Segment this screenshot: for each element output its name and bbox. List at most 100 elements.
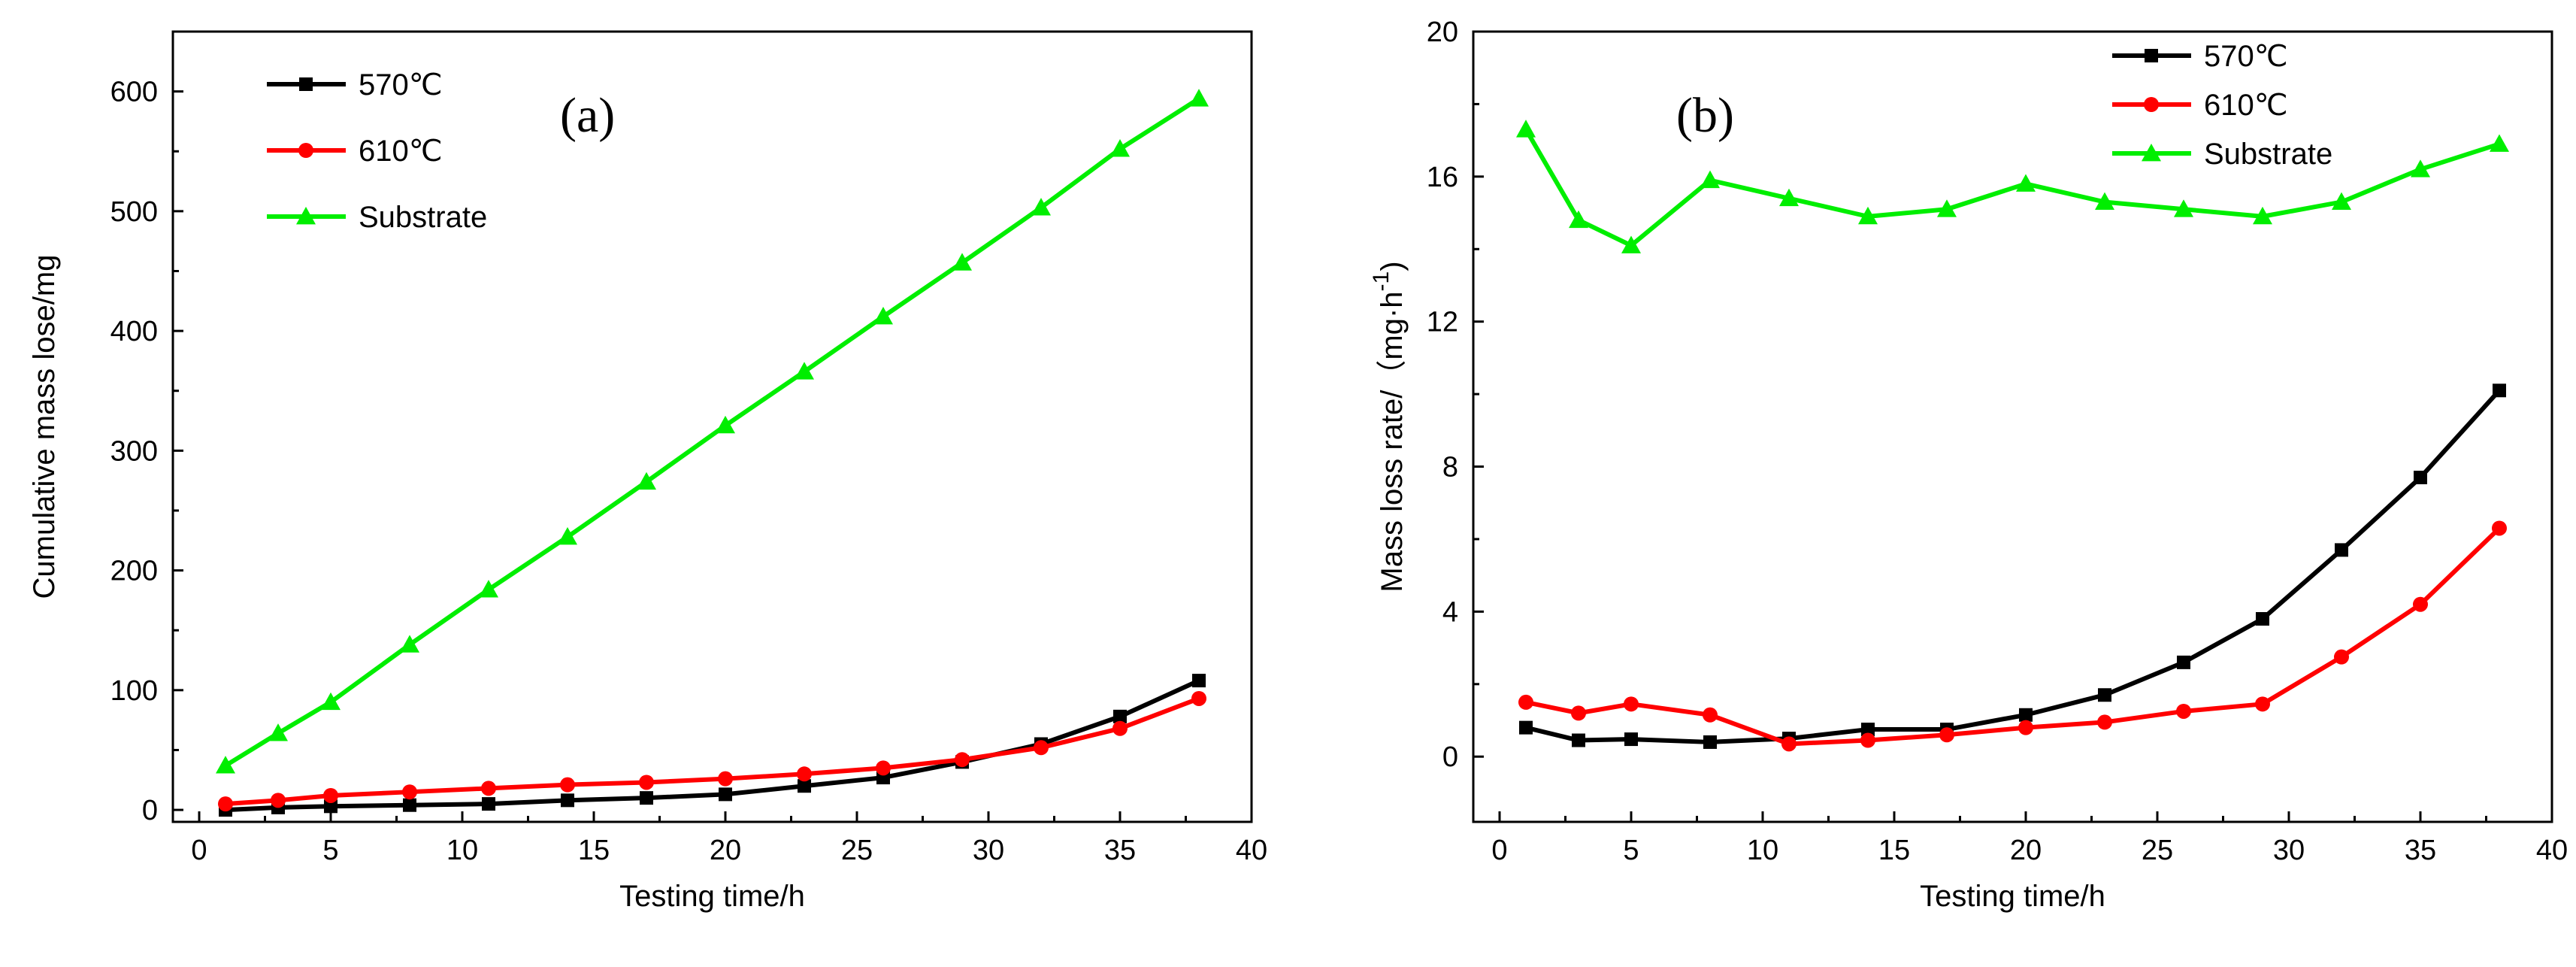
chart-panel-b: 0 5 10 15 20 25 30 35 40 0 4 8 12 16 20 Testing time/h M… <box>1369 17 2568 913</box>
data-point <box>2413 596 2428 612</box>
data-point <box>639 775 654 790</box>
x-tick-label: 35 <box>1104 835 1136 866</box>
data-point <box>403 798 416 812</box>
legend-label: 610℃ <box>2204 89 2288 122</box>
data-point <box>2411 159 2430 177</box>
x-tick-label: 0 <box>1491 835 1507 866</box>
chart-panel-a: 0 5 10 15 20 25 30 35 400100200300400500600Testi… <box>28 30 1267 913</box>
data-point <box>876 760 891 776</box>
x-tick-label: 40 <box>2536 835 2568 866</box>
data-point <box>2256 612 2269 626</box>
data-point <box>402 784 417 800</box>
data-point <box>2098 688 2111 702</box>
data-point <box>1113 709 1127 723</box>
y-tick-label: 0 <box>142 795 158 826</box>
data-point <box>558 527 577 545</box>
x-tick-label: 5 <box>322 835 338 866</box>
data-point <box>2177 655 2190 669</box>
data-point <box>1781 736 1797 752</box>
data-point <box>1937 199 1957 217</box>
data-point <box>482 797 495 811</box>
data-point <box>1192 674 1206 688</box>
data-point <box>795 362 814 380</box>
legend-entry: Substrate <box>2112 138 2332 171</box>
data-point <box>1189 89 1209 107</box>
data-point <box>2335 543 2348 557</box>
legend-marker <box>299 77 313 91</box>
legend-entry: 570℃ <box>2112 40 2288 73</box>
data-point <box>560 777 575 793</box>
y-axis-title-main: Mass loss rate/（mg·h <box>1376 291 1409 592</box>
y-tick-label: 200 <box>110 556 158 587</box>
series-triangle <box>1516 120 2509 253</box>
legend-marker <box>2142 144 2161 162</box>
data-point <box>271 793 286 808</box>
data-point <box>1624 696 1639 712</box>
y-axis-title-superscript: -1 <box>1369 271 1394 292</box>
legend-marker <box>2144 97 2159 112</box>
data-point <box>1624 732 1638 747</box>
data-point <box>1703 707 1718 723</box>
data-point <box>1861 723 1875 737</box>
data-point <box>718 771 733 787</box>
data-point <box>1572 733 1585 747</box>
y-tick-label: 20 <box>1427 17 1458 48</box>
data-point <box>1569 210 1588 229</box>
legend-marker <box>298 143 313 158</box>
data-point <box>400 635 419 653</box>
x-tick-label: 15 <box>1878 835 1910 866</box>
data-point <box>637 471 656 490</box>
data-point <box>2018 720 2033 735</box>
data-point <box>324 799 338 814</box>
legend-label: 570℃ <box>2204 40 2288 73</box>
data-point <box>479 580 498 598</box>
legend-marker <box>2145 49 2158 62</box>
data-point <box>1516 120 1536 138</box>
data-point <box>323 787 338 803</box>
series-line <box>1525 389 2502 744</box>
x-tick-label: 20 <box>710 835 741 866</box>
y-tick-label: 8 <box>1442 452 1458 484</box>
data-point <box>1518 694 1533 710</box>
data-point <box>2332 192 2351 210</box>
data-point <box>716 415 735 434</box>
data-point <box>2174 199 2193 217</box>
series-line <box>225 696 1200 807</box>
series-line <box>1525 526 2502 747</box>
data-point <box>873 306 893 325</box>
data-point <box>481 781 496 796</box>
y-tick-label: 100 <box>110 675 158 707</box>
legend-label: 570℃ <box>359 68 443 102</box>
data-point <box>2334 649 2349 665</box>
panel-label: (b) <box>1676 88 1734 143</box>
data-point <box>1858 206 1878 225</box>
data-point <box>797 766 812 782</box>
data-point <box>798 779 811 793</box>
data-point <box>2492 520 2507 536</box>
legend-marker <box>296 207 316 225</box>
data-point <box>955 752 970 768</box>
x-tick-label: 30 <box>973 835 1004 866</box>
legend-entry: Substrate <box>267 201 487 234</box>
data-point <box>561 793 574 808</box>
data-point <box>2095 192 2114 210</box>
data-point <box>2493 383 2506 398</box>
x-tick-label: 30 <box>2273 835 2305 866</box>
data-point <box>1860 732 1875 748</box>
data-point <box>1519 720 1533 735</box>
data-point <box>1110 139 1130 157</box>
data-point <box>268 723 288 741</box>
data-point <box>952 253 972 271</box>
x-tick-label: 15 <box>578 835 610 866</box>
data-point <box>1779 188 1799 207</box>
series-square <box>219 674 1206 817</box>
legend-entry: 570℃ <box>267 68 443 102</box>
plot-frame <box>171 30 1253 823</box>
x-tick-label: 20 <box>2010 835 2042 866</box>
series-triangle <box>216 89 1209 774</box>
data-point <box>216 756 235 774</box>
series-line <box>225 678 1200 813</box>
data-point <box>1031 198 1051 216</box>
x-tick-label: 35 <box>2405 835 2436 866</box>
